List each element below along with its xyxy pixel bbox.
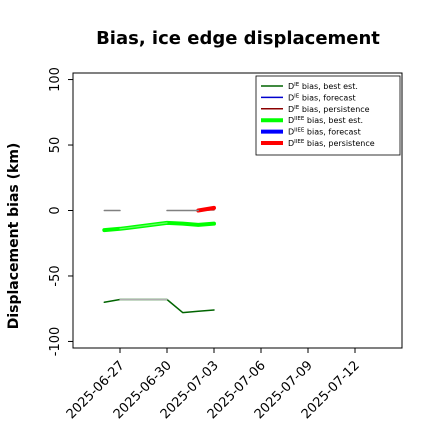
- legend-label-1: DIE bias, forecast: [288, 93, 356, 102]
- y-tick-label-4: 100: [48, 67, 63, 92]
- legend-label-3: DIIEE bias, best est.: [288, 116, 363, 125]
- y-axis: -100 -50 0 50 100: [48, 67, 73, 356]
- legend-label-5: DIIEE bias, persistence: [288, 139, 375, 148]
- y-tick-label-3: 50: [48, 137, 63, 154]
- legend-label-2: DIE bias, persistence: [288, 105, 370, 114]
- x-axis: 2025-06-272025-06-302025-07-032025-07-06…: [64, 348, 363, 422]
- y-tick-label-1: -50: [48, 265, 63, 286]
- legend: DIE bias, best est. DIE bias, forecast DIE…: [255, 75, 401, 156]
- y-axis-label: Displacement bias (km): [6, 143, 22, 330]
- series-layer: [102, 205, 216, 314]
- legend-label-4: DIIEE bias, forecast: [288, 128, 361, 137]
- series-line-5: [196, 205, 216, 213]
- y-tick-label-0: -100: [48, 327, 63, 357]
- legend-label-0: DIE bias, best est.: [288, 82, 358, 91]
- chart-title: Bias, ice edge displacement: [96, 28, 380, 49]
- series-line-9: [119, 222, 168, 230]
- y-tick-label-2: 0: [48, 206, 63, 214]
